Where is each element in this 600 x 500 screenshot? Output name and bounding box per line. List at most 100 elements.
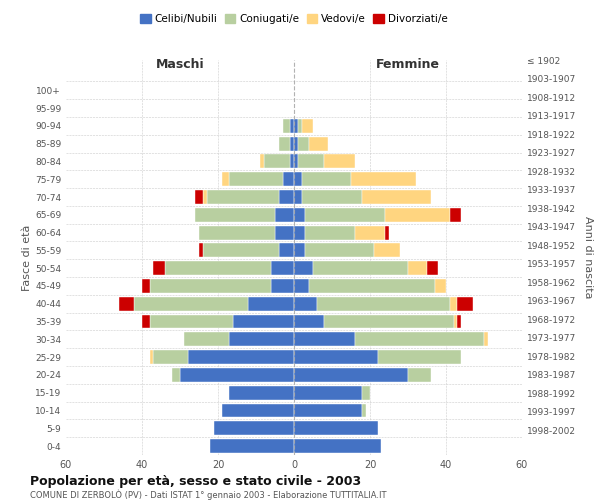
Bar xyxy=(484,332,488,346)
Bar xyxy=(222,404,294,417)
Bar xyxy=(385,226,389,239)
Bar xyxy=(248,297,294,310)
Bar xyxy=(385,208,450,222)
Bar xyxy=(294,208,305,222)
Bar xyxy=(233,314,294,328)
Bar xyxy=(229,172,283,186)
Bar xyxy=(199,226,275,239)
Bar xyxy=(222,172,229,186)
Bar xyxy=(180,368,294,382)
Bar xyxy=(294,172,302,186)
Bar xyxy=(279,136,290,150)
Bar xyxy=(279,244,294,258)
Bar xyxy=(154,350,188,364)
Bar xyxy=(211,439,294,453)
Bar xyxy=(302,190,362,204)
Bar xyxy=(294,404,362,417)
Bar xyxy=(408,261,427,275)
Bar xyxy=(298,154,325,168)
Text: Popolazione per età, sesso e stato civile - 2003: Popolazione per età, sesso e stato civil… xyxy=(30,475,361,488)
Text: COMUNE DI ZERBOLÒ (PV) - Dati ISTAT 1° gennaio 2003 - Elaborazione TUTTITALIA.IT: COMUNE DI ZERBOLÒ (PV) - Dati ISTAT 1° g… xyxy=(30,489,386,500)
Bar xyxy=(188,350,294,364)
Bar xyxy=(377,350,461,364)
Bar xyxy=(294,368,408,382)
Bar xyxy=(142,279,149,293)
Bar xyxy=(362,386,370,400)
Bar xyxy=(172,368,180,382)
Bar xyxy=(325,314,454,328)
Bar xyxy=(142,314,149,328)
Bar xyxy=(184,332,229,346)
Bar xyxy=(294,297,317,310)
Bar xyxy=(374,244,400,258)
Bar xyxy=(229,332,294,346)
Bar xyxy=(298,136,309,150)
Bar xyxy=(290,154,294,168)
Bar xyxy=(283,119,290,133)
Bar xyxy=(305,244,374,258)
Bar xyxy=(119,297,134,310)
Bar xyxy=(283,172,294,186)
Bar xyxy=(294,226,305,239)
Bar xyxy=(309,279,434,293)
Bar xyxy=(294,136,298,150)
Bar xyxy=(294,244,305,258)
Bar xyxy=(195,190,203,204)
Bar xyxy=(294,154,298,168)
Bar xyxy=(434,279,446,293)
Bar xyxy=(275,226,294,239)
Bar xyxy=(203,244,279,258)
Bar xyxy=(149,279,271,293)
Bar xyxy=(290,119,294,133)
Bar xyxy=(457,297,473,310)
Text: Maschi: Maschi xyxy=(155,58,205,70)
Bar xyxy=(302,172,351,186)
Bar xyxy=(279,190,294,204)
Bar xyxy=(271,279,294,293)
Bar xyxy=(290,136,294,150)
Bar xyxy=(214,422,294,435)
Bar xyxy=(206,190,279,204)
Bar xyxy=(149,314,233,328)
Bar xyxy=(351,172,416,186)
Bar xyxy=(294,119,298,133)
Bar xyxy=(203,190,206,204)
Bar xyxy=(427,261,439,275)
Bar xyxy=(294,261,313,275)
Bar xyxy=(294,332,355,346)
Bar xyxy=(408,368,431,382)
Bar xyxy=(260,154,263,168)
Bar xyxy=(362,404,366,417)
Bar xyxy=(305,226,355,239)
Bar xyxy=(229,386,294,400)
Bar xyxy=(149,350,154,364)
Bar xyxy=(294,422,377,435)
Bar xyxy=(294,386,362,400)
Bar xyxy=(325,154,355,168)
Bar xyxy=(199,244,203,258)
Bar xyxy=(298,119,302,133)
Bar xyxy=(294,439,382,453)
Y-axis label: Anni di nascita: Anni di nascita xyxy=(583,216,593,298)
Bar xyxy=(362,190,431,204)
Y-axis label: Fasce di età: Fasce di età xyxy=(22,224,32,290)
Bar xyxy=(154,261,165,275)
Bar xyxy=(305,208,385,222)
Bar xyxy=(302,119,313,133)
Bar xyxy=(450,297,457,310)
Bar xyxy=(271,261,294,275)
Bar xyxy=(313,261,408,275)
Bar xyxy=(275,208,294,222)
Bar xyxy=(317,297,450,310)
Bar xyxy=(450,208,461,222)
Text: Femmine: Femmine xyxy=(376,58,440,70)
Bar xyxy=(165,261,271,275)
Bar xyxy=(309,136,328,150)
Bar xyxy=(355,226,385,239)
Bar xyxy=(294,350,377,364)
Bar xyxy=(294,279,309,293)
Bar xyxy=(294,190,302,204)
Bar xyxy=(454,314,457,328)
Bar xyxy=(457,314,461,328)
Bar xyxy=(263,154,290,168)
